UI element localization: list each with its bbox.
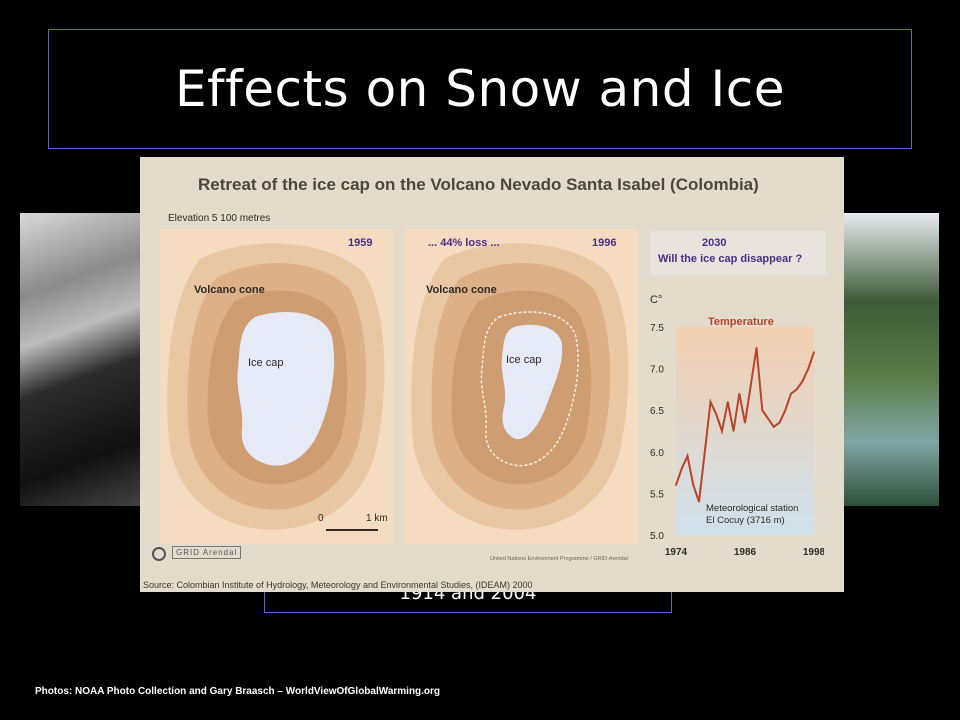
station-label-line1: Meteorological station	[706, 503, 798, 514]
photo-credits: Photos: NOAA Photo Collection and Gary B…	[35, 686, 441, 697]
glacier-photo-1914	[20, 213, 148, 506]
figure-source: Source: Colombian Institute of Hydrology…	[143, 580, 533, 590]
unep-logo	[152, 547, 166, 561]
map-1959-graphic	[167, 243, 385, 530]
x-tick-label: 1998	[803, 547, 824, 558]
temperature-data-point	[778, 421, 781, 424]
temperature-data-point	[813, 351, 815, 353]
temperature-data-point	[761, 409, 764, 411]
temperature-data-point	[704, 451, 706, 453]
slide-title: Effects on Snow and Ice	[174, 60, 786, 118]
chart-title: Temperature	[708, 316, 774, 328]
temperature-data-point	[784, 409, 787, 411]
temperature-data-point	[755, 347, 758, 349]
elevation-label: Elevation 5 100 metres	[168, 213, 271, 224]
temperature-data-point	[773, 426, 775, 428]
y-tick-label: 6.5	[650, 406, 664, 417]
x-tick-label: 1986	[734, 547, 757, 558]
y-tick-label: 7.5	[650, 323, 664, 334]
temperature-data-point	[767, 417, 769, 420]
temperature-data-point	[698, 500, 700, 503]
temperature-data-point	[715, 413, 718, 416]
temperature-data-point	[721, 430, 723, 432]
loss-label: ... 44% loss ...	[428, 237, 500, 249]
forecast-box: 2030 Will the ice cap disappear ?	[650, 231, 826, 275]
temperature-data-point	[801, 380, 804, 382]
y-tick-label: 7.0	[650, 365, 664, 376]
temperature-data-point	[686, 455, 689, 457]
year-1996: 1996	[592, 237, 617, 249]
year-2030: 2030	[702, 237, 727, 249]
map-1996-graphic	[411, 243, 629, 530]
scale-start: 0	[318, 513, 324, 524]
chart-ylabel: C°	[650, 294, 662, 306]
ice-cap-label-1959: Ice cap	[248, 357, 284, 369]
temperature-data-point	[796, 388, 798, 391]
volcano-cone-label-1959: Volcano cone	[194, 284, 265, 296]
temperature-data-point	[732, 430, 735, 432]
y-tick-label: 5.5	[650, 489, 664, 500]
title-box: Effects on Snow and Ice	[48, 29, 912, 149]
temperature-data-point	[709, 401, 712, 403]
temperature-data-point	[675, 484, 677, 486]
temperature-data-point	[807, 367, 810, 370]
scale-end: 1 km	[366, 513, 388, 524]
figure-title: Retreat of the ice cap on the Volcano Ne…	[198, 175, 759, 194]
map-panel-1996: Volcano cone Ice cap ... 44% loss ... 19…	[404, 229, 638, 544]
temperature-data-point	[790, 392, 792, 395]
temperature-data-point	[692, 484, 695, 486]
x-tick-label: 1974	[665, 547, 688, 558]
y-tick-label: 5.0	[650, 531, 664, 542]
temperature-chart: C° Temperature 7.5 7.0 6.5 6.0 5.5 5.0 1974 19…	[650, 294, 824, 558]
temperature-data-point	[744, 421, 746, 424]
map-panel-1959: Volcano cone Ice cap 1959	[160, 229, 394, 544]
glacier-photo-2004	[838, 213, 939, 506]
volcano-cone-label-1996: Volcano cone	[426, 284, 497, 296]
temperature-data-point	[750, 384, 752, 386]
temperature-data-point	[738, 392, 741, 395]
y-tick-label: 6.0	[650, 448, 664, 459]
ice-cap-label-1996: Ice cap	[506, 354, 542, 366]
temperature-data-point	[681, 467, 683, 470]
year-1959: 1959	[348, 237, 373, 249]
scale-bar	[326, 529, 378, 531]
station-label-line2: El Cocuy (3716 m)	[706, 515, 785, 526]
ice-cap-figure: Retreat of the ice cap on the Volcano Ne…	[140, 157, 844, 592]
grid-arendal-logo: GRID Arendal	[172, 546, 242, 559]
temperature-data-point	[727, 401, 729, 403]
unep-credit: United Nations Environment Programme / G…	[490, 556, 628, 562]
forecast-question: Will the ice cap disappear ?	[658, 253, 803, 265]
